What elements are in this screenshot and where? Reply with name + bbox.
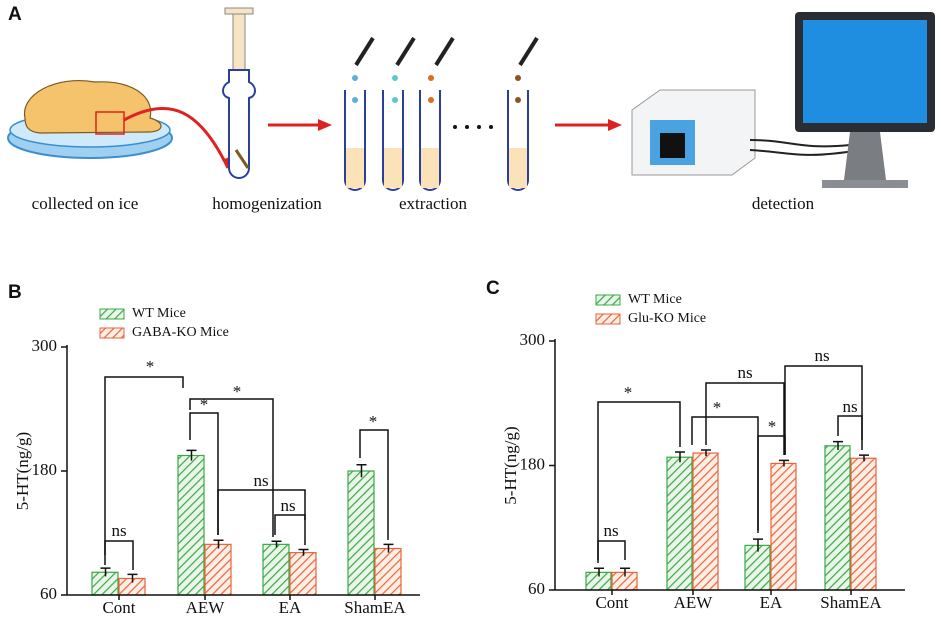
significance-bracket: [597, 401, 681, 563]
step-label: homogenization: [212, 194, 322, 213]
legend-swatch: [99, 327, 125, 339]
significance-bracket: [104, 540, 134, 570]
significance-label: ns: [814, 346, 829, 365]
y-tick-label: 180: [520, 454, 546, 473]
legend-label: WT Mice: [628, 292, 682, 307]
significance-label: ns: [111, 521, 126, 540]
x-tick-label: Cont: [595, 593, 628, 612]
bar: [374, 547, 402, 596]
error-bar: [675, 451, 685, 463]
x-tick-label: EA: [760, 593, 783, 612]
legend-swatch: [99, 308, 125, 320]
bar: [850, 457, 877, 591]
significance-bracket: [217, 489, 306, 535]
bar: [177, 454, 205, 596]
error-bar: [356, 464, 367, 478]
legend-label: WT Mice: [132, 306, 186, 321]
bar: [770, 462, 797, 591]
x-tick-label: ShamEA: [820, 593, 882, 612]
x-tick-label: ShamEA: [344, 598, 406, 617]
significance-label: *: [624, 383, 633, 402]
bar: [692, 452, 719, 591]
legend-label: GABA-KO Mice: [132, 325, 229, 340]
significance-bracket: [104, 376, 184, 555]
significance-bracket: [189, 398, 274, 537]
significance-label: *: [369, 412, 378, 431]
y-tick-label: 300: [32, 336, 58, 355]
bar: [262, 543, 290, 596]
bar: [289, 552, 317, 596]
significance-bracket: [837, 415, 863, 450]
significance-bracket: [274, 514, 306, 545]
error-bar: [620, 567, 630, 577]
significance-label: *: [713, 398, 722, 417]
x-tick-label: EA: [279, 598, 302, 617]
step-label: collected on ice: [32, 194, 139, 213]
step-label: extraction: [399, 194, 467, 213]
significance-bracket: [359, 429, 389, 540]
significance-bracket: [705, 382, 785, 455]
error-bar: [383, 543, 394, 553]
panel-a: A collected on ice homogenization extrac…: [7, 4, 935, 213]
error-bar: [833, 440, 843, 450]
error-bar: [213, 539, 224, 549]
bar: [824, 445, 851, 591]
bar: [666, 456, 693, 591]
step-label: detection: [752, 194, 815, 213]
panel-label: B: [8, 282, 22, 303]
y-axis-label: 5-HT(ng/g): [501, 426, 520, 504]
y-axis-label: 5-HT(ng/g): [13, 432, 32, 510]
error-bar: [298, 548, 309, 556]
error-bar: [859, 454, 869, 462]
y-tick-label: 300: [520, 330, 546, 349]
significance-bracket: [597, 540, 626, 560]
panel-label: A: [8, 4, 22, 25]
y-tick-label: 60: [528, 579, 545, 598]
error-bar: [271, 540, 282, 548]
error-bar: [594, 567, 604, 577]
legend-swatch: [595, 294, 621, 306]
significance-label: ns: [737, 363, 752, 382]
significance-bracket: [189, 412, 219, 535]
error-bar: [186, 449, 197, 461]
y-tick-label: 180: [32, 460, 58, 479]
x-tick-label: Cont: [102, 598, 135, 617]
error-bar: [100, 567, 111, 577]
error-bar: [127, 573, 138, 583]
y-tick-label: 60: [40, 584, 57, 603]
significance-label: ns: [253, 471, 268, 490]
significance-label: *: [200, 395, 209, 414]
legend-swatch: [595, 313, 621, 325]
legend-label: Glu-KO Mice: [628, 311, 706, 326]
bar: [347, 470, 375, 596]
x-tick-label: AEW: [674, 593, 714, 612]
bar: [204, 543, 232, 596]
significance-label: *: [768, 417, 777, 436]
panel-label: C: [486, 278, 500, 299]
significance-label: ns: [280, 496, 295, 515]
significance-label: *: [233, 382, 242, 401]
x-tick-label: AEW: [186, 598, 226, 617]
significance-label: ns: [842, 397, 857, 416]
error-bar: [753, 538, 763, 552]
significance-bracket: [784, 365, 863, 455]
significance-label: *: [146, 357, 155, 376]
bar: [744, 544, 771, 591]
error-bar: [701, 449, 711, 457]
significance-label: ns: [603, 521, 618, 540]
error-bar: [779, 459, 789, 467]
